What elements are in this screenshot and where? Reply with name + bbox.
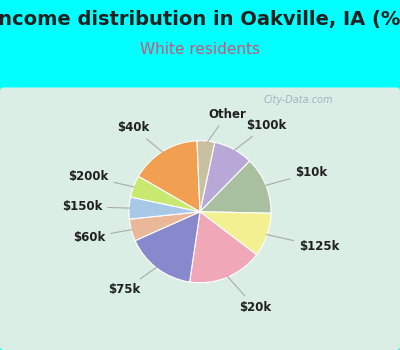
Text: Other: Other: [207, 107, 246, 142]
Wedge shape: [200, 161, 271, 213]
Text: $60k: $60k: [73, 230, 132, 244]
Wedge shape: [190, 212, 256, 283]
Text: Income distribution in Oakville, IA (%): Income distribution in Oakville, IA (%): [0, 10, 400, 29]
Text: $125k: $125k: [266, 234, 340, 253]
Wedge shape: [130, 176, 200, 212]
Wedge shape: [138, 141, 200, 212]
Text: $40k: $40k: [117, 121, 163, 152]
Text: $150k: $150k: [62, 200, 130, 213]
Text: $100k: $100k: [234, 119, 286, 150]
Wedge shape: [197, 141, 215, 212]
Wedge shape: [200, 212, 271, 255]
Text: $20k: $20k: [227, 276, 271, 314]
Wedge shape: [135, 212, 200, 282]
Text: $75k: $75k: [108, 267, 157, 296]
Wedge shape: [200, 142, 250, 212]
Text: $10k: $10k: [265, 166, 328, 186]
Wedge shape: [129, 212, 200, 241]
Text: White residents: White residents: [140, 42, 260, 57]
Text: $200k: $200k: [68, 170, 134, 187]
Wedge shape: [129, 197, 200, 219]
Text: City-Data.com: City-Data.com: [264, 95, 334, 105]
